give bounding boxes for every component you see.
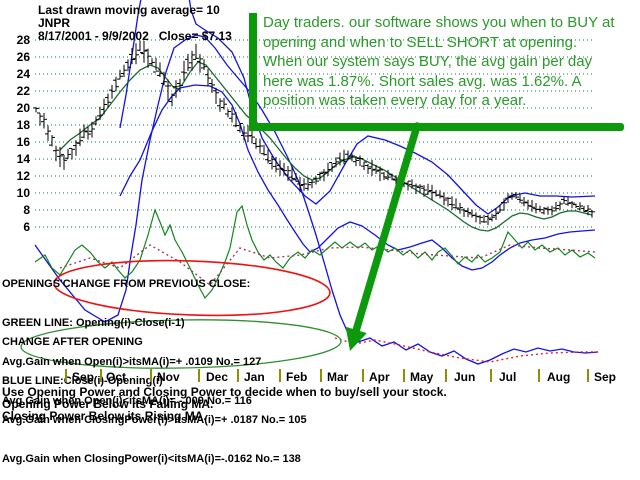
y-axis-label-26: 26 — [16, 50, 30, 64]
y-axis-label-28: 28 — [16, 33, 30, 47]
callout-vertical-bar — [249, 13, 257, 131]
change-after-opening-title: CHANGE AFTER OPENING — [2, 336, 143, 348]
green-line-definition: GREEN LINE: Opening(i)-Close(i-1) — [2, 317, 185, 329]
month-tick — [445, 369, 447, 382]
y-axis-label-16: 16 — [16, 135, 30, 149]
month-label-jun-9: Jun — [454, 370, 476, 384]
lower-blue-band-line — [119, 84, 596, 271]
month-tick — [150, 369, 152, 382]
y-axis-label-6: 6 — [23, 220, 30, 234]
y-axis-label-20: 20 — [16, 101, 30, 115]
closing-below-ma-stat: Avg.Gain when ClosingPower(i)<itsMA(i)=-… — [2, 453, 301, 465]
openings-change-title: OPENINGS'CHANGE FROM PREVIOUS CLOSE: — [2, 278, 251, 290]
footer-closing-line: Closing Power Below its Rising MA. — [2, 409, 207, 423]
month-tick — [237, 369, 239, 382]
month-tick — [100, 369, 102, 382]
annotation-line: Day traders. our software shows you when… — [263, 14, 615, 31]
annotation-line: When our system says BUY, the avg gain p… — [263, 53, 593, 70]
annotation-line: position was taken every day for a year. — [263, 92, 527, 109]
month-tick — [362, 369, 364, 382]
month-tick — [65, 369, 67, 382]
month-label-may-8: May — [410, 370, 434, 384]
month-label-nov-2: Nov — [157, 370, 180, 384]
closing-above-ma-stat: Avg.Gain when ClosingPower(i)>itsMA(i)=+… — [2, 414, 307, 426]
ticker-symbol: JNPR — [38, 16, 71, 30]
callout-horizontal-bar — [249, 123, 624, 131]
month-label-apr-7: Apr — [369, 370, 390, 384]
green-arrow-head — [345, 326, 367, 351]
closing-power-line — [34, 34, 599, 365]
footer-opening-line: Opening Power Below its Falling MA. — [2, 397, 214, 411]
y-axis-label-12: 12 — [16, 169, 30, 183]
red-highlight-ellipse — [53, 259, 331, 317]
month-tick — [403, 369, 405, 382]
month-label-aug-11: Aug — [547, 370, 571, 384]
y-axis-label-10: 10 — [16, 186, 30, 200]
footer-advice-line: Use Opening Power and Closing Power to d… — [2, 385, 447, 399]
month-label-dec-3: Dec — [206, 370, 229, 384]
annotation-line: here was 1.87%. Short sales avg. was 1.6… — [263, 72, 582, 90]
open-below-ma-stat: Avg.Gain when Open(i)<itsMA(i)= -.009 No… — [2, 395, 252, 407]
y-axis-label-14: 14 — [16, 152, 30, 166]
y-axis-label-18: 18 — [16, 118, 30, 132]
open-above-ma-stat: Avg.Gain when Open(i)>itsMA(i)=+ .0109 N… — [2, 356, 262, 368]
month-label-sep-12: Sep — [594, 370, 617, 384]
month-label-sep-0: Sep — [72, 370, 95, 384]
month-tick — [538, 369, 540, 382]
green-highlight-ellipse — [20, 319, 342, 369]
month-label-oct-1: Oct — [106, 370, 127, 384]
last-ma-label: Last drawn moving average= 10 — [38, 3, 220, 17]
y-axis-label-24: 24 — [16, 67, 30, 81]
month-label-jul-10: Jul — [499, 370, 517, 384]
opening-power-ma-line — [59, 244, 596, 286]
date-range-close: 8/17/2001 - 9/9/2002 Close= $7.13 — [38, 29, 232, 43]
price-bars — [33, 40, 595, 226]
green-arrow-shaft — [350, 122, 421, 340]
day-traders-annotation: Day traders. our software shows you when… — [263, 13, 633, 111]
y-axis-label-22: 22 — [16, 84, 30, 98]
month-tick — [490, 369, 492, 382]
y-axis-label-8: 8 — [23, 203, 30, 217]
month-tick — [587, 369, 589, 382]
openings-change-stats: OPENINGS'CHANGE FROM PREVIOUS CLOSE: GRE… — [2, 252, 261, 434]
month-tick — [198, 369, 200, 382]
month-label-mar-6: Mar — [327, 370, 349, 384]
month-label-jan-4: Jan — [244, 370, 265, 384]
opening-power-line — [34, 204, 596, 300]
annotation-line: opening and when to SELL SHORT at openin… — [263, 33, 578, 51]
month-tick — [320, 369, 322, 382]
month-label-feb-5: Feb — [286, 370, 308, 384]
month-tick — [279, 369, 281, 382]
